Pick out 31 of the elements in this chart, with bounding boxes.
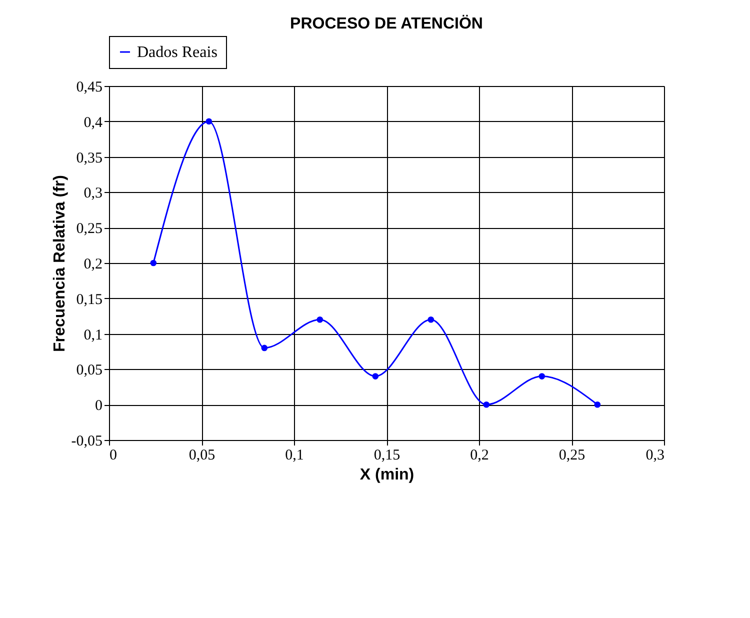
point: [428, 316, 434, 323]
x-tick-label: 0,3: [646, 448, 664, 464]
y-tick-label: 0,2: [84, 256, 102, 272]
x-tick-label: 0,2: [470, 448, 489, 464]
y-tick-label: 0,05: [76, 362, 102, 379]
y-tick-label: 0,1: [84, 327, 102, 344]
x-tick-label: 0: [110, 448, 117, 464]
point: [261, 344, 268, 352]
point: [206, 118, 212, 125]
y-tick-label: 0,4: [84, 114, 103, 131]
y-tick-label: 0,25: [76, 221, 102, 238]
point: [483, 401, 490, 408]
y-tick-label: 0: [95, 398, 102, 414]
x-tick-label: 0,1: [285, 448, 304, 464]
point: [372, 373, 379, 380]
y-tick-label: 0,15: [76, 292, 102, 308]
x-tick-label: 0,25: [558, 448, 586, 464]
point: [316, 316, 324, 323]
y-tick-label: 0,45: [76, 80, 102, 96]
point: [150, 260, 157, 266]
y-tick-label: 0,3: [84, 186, 102, 202]
y-tick-label: 0,35: [76, 150, 102, 166]
point: [594, 401, 601, 408]
chart-title: PROCESO DE ATENCIÖN: [290, 14, 483, 32]
x-axis-title: X (min): [360, 466, 414, 484]
point: [538, 373, 546, 380]
x-tick-label: 0,05: [188, 448, 216, 464]
y-axis-title: Frecuencia Relativa (fr): [51, 175, 68, 352]
y-tick-label: -0,05: [71, 434, 102, 450]
x-tick-label: 0,15: [374, 448, 400, 464]
legend-label: Dados Reais: [137, 44, 218, 61]
